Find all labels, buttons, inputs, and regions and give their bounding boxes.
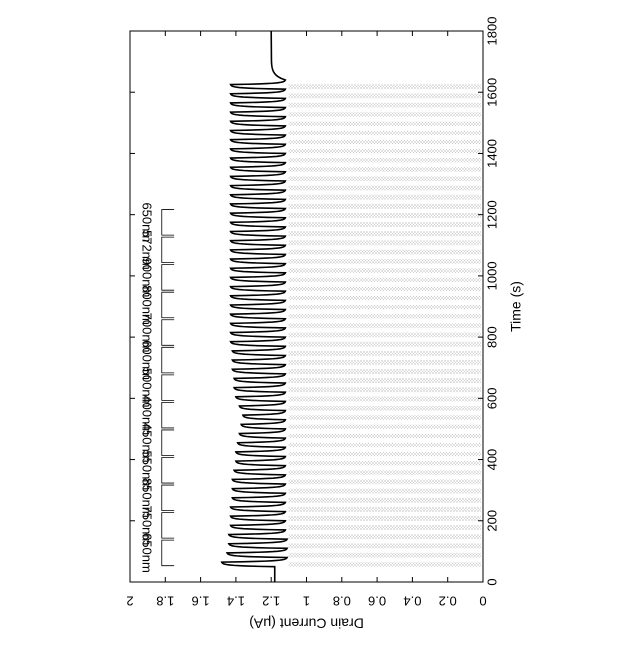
x-axis-title: Time (s) (508, 281, 524, 332)
time-tick-label-4: 800 (484, 326, 499, 348)
wavelength-bracket-5 (162, 402, 174, 428)
light-pulse-1 (289, 553, 481, 558)
light-pulse-29 (289, 296, 481, 301)
light-pulse-11 (289, 461, 481, 466)
wavelength-bracket-7 (162, 347, 174, 373)
light-pulse-3 (289, 535, 481, 540)
light-pulse-23 (289, 351, 481, 356)
light-pulse-41 (289, 186, 481, 191)
light-pulse-27 (289, 314, 481, 319)
light-pulse-45 (289, 149, 481, 154)
time-tick-label-9: 1800 (484, 17, 499, 46)
light-pulse-5 (289, 516, 481, 521)
light-pulse-22 (289, 360, 481, 365)
time-tick-label-6: 1200 (484, 200, 499, 229)
wavelength-bracket-9 (162, 292, 174, 318)
light-pulse-43 (289, 167, 481, 172)
light-pulse-15 (289, 424, 481, 429)
wavelength-bracket-2 (162, 485, 174, 511)
light-pulse-51 (289, 94, 481, 99)
light-pulse-33 (289, 259, 481, 264)
wavelength-bracket-0 (162, 540, 174, 566)
light-pulse-36 (289, 232, 481, 237)
light-pulse-40 (289, 195, 481, 200)
time-tick-label-5: 1000 (484, 261, 499, 290)
light-pulse-52 (289, 85, 481, 90)
light-pulse-50 (289, 103, 481, 108)
light-pulse-37 (289, 222, 481, 227)
light-pulse-49 (289, 112, 481, 117)
time-tick-label-0: 0 (484, 578, 499, 585)
light-pulse-26 (289, 323, 481, 328)
wavelength-bracket-11 (162, 237, 174, 263)
light-pulse-38 (289, 213, 481, 218)
wavelength-brackets: 650nm750nm850nm550nm450nm400nm500nm600nm… (140, 202, 175, 572)
current-tick-label-5: 1 (303, 594, 310, 609)
current-tick-label-2: 0.4 (403, 594, 421, 609)
time-tick-label-1: 200 (484, 510, 499, 532)
light-pulse-21 (289, 369, 481, 374)
wavelength-bracket-10 (162, 265, 174, 291)
light-pulse-39 (289, 204, 481, 209)
time-tick-label-7: 1400 (484, 139, 499, 168)
light-pulse-4 (289, 525, 481, 530)
light-pulse-42 (289, 176, 481, 181)
light-pulse-28 (289, 305, 481, 310)
light-pulse-0 (289, 562, 481, 567)
light-pulse-35 (289, 241, 481, 246)
wavelength-bracket-4 (162, 430, 174, 456)
current-tick-label-1: 0.2 (439, 594, 457, 609)
current-tick-label-9: 1.8 (156, 594, 174, 609)
light-pulse-14 (289, 434, 481, 439)
light-pulse-34 (289, 250, 481, 255)
time-tick-label-3: 600 (484, 387, 499, 409)
light-pulse-2 (289, 544, 481, 549)
wavelength-bracket-12 (162, 210, 174, 236)
light-pulse-48 (289, 121, 481, 126)
current-tick-label-0: 0 (479, 594, 486, 609)
light-pulse-12 (289, 452, 481, 457)
wavelength-bracket-8 (162, 320, 174, 346)
light-pulse-30 (289, 287, 481, 292)
light-pulse-47 (289, 130, 481, 135)
drain-current-line (222, 31, 287, 582)
wavelength-bracket-6 (162, 375, 174, 401)
light-pulse-13 (289, 443, 481, 448)
time-tick-label-2: 400 (484, 449, 499, 471)
y-axis-title: Drain Current (μA) (249, 615, 364, 631)
current-tick-label-3: 0.6 (368, 594, 386, 609)
wavelength-label-12: 650nm (140, 202, 155, 242)
series-curve (222, 31, 287, 582)
light-pulse-46 (289, 140, 481, 145)
light-pulse-17 (289, 406, 481, 411)
light-pulse-16 (289, 415, 481, 420)
light-pulse-24 (289, 342, 481, 347)
current-tick-label-10: 2 (126, 594, 133, 609)
illumination-shading (289, 85, 481, 567)
light-pulse-7 (289, 498, 481, 503)
light-pulse-8 (289, 489, 481, 494)
light-pulse-9 (289, 479, 481, 484)
current-tick-label-4: 0.8 (333, 594, 351, 609)
light-pulse-6 (289, 507, 481, 512)
light-pulse-44 (289, 158, 481, 163)
wavelength-bracket-1 (162, 513, 174, 539)
light-pulse-31 (289, 277, 481, 282)
time-tick-label-8: 1600 (484, 78, 499, 107)
current-tick-label-8: 1.6 (192, 594, 210, 609)
light-pulse-10 (289, 470, 481, 475)
light-pulse-19 (289, 388, 481, 393)
light-pulse-18 (289, 397, 481, 402)
light-pulse-32 (289, 268, 481, 273)
light-pulse-25 (289, 333, 481, 338)
light-pulse-20 (289, 378, 481, 383)
current-tick-label-6: 1.2 (262, 594, 280, 609)
current-tick-label-7: 1.4 (227, 594, 245, 609)
wavelength-bracket-3 (162, 457, 174, 483)
